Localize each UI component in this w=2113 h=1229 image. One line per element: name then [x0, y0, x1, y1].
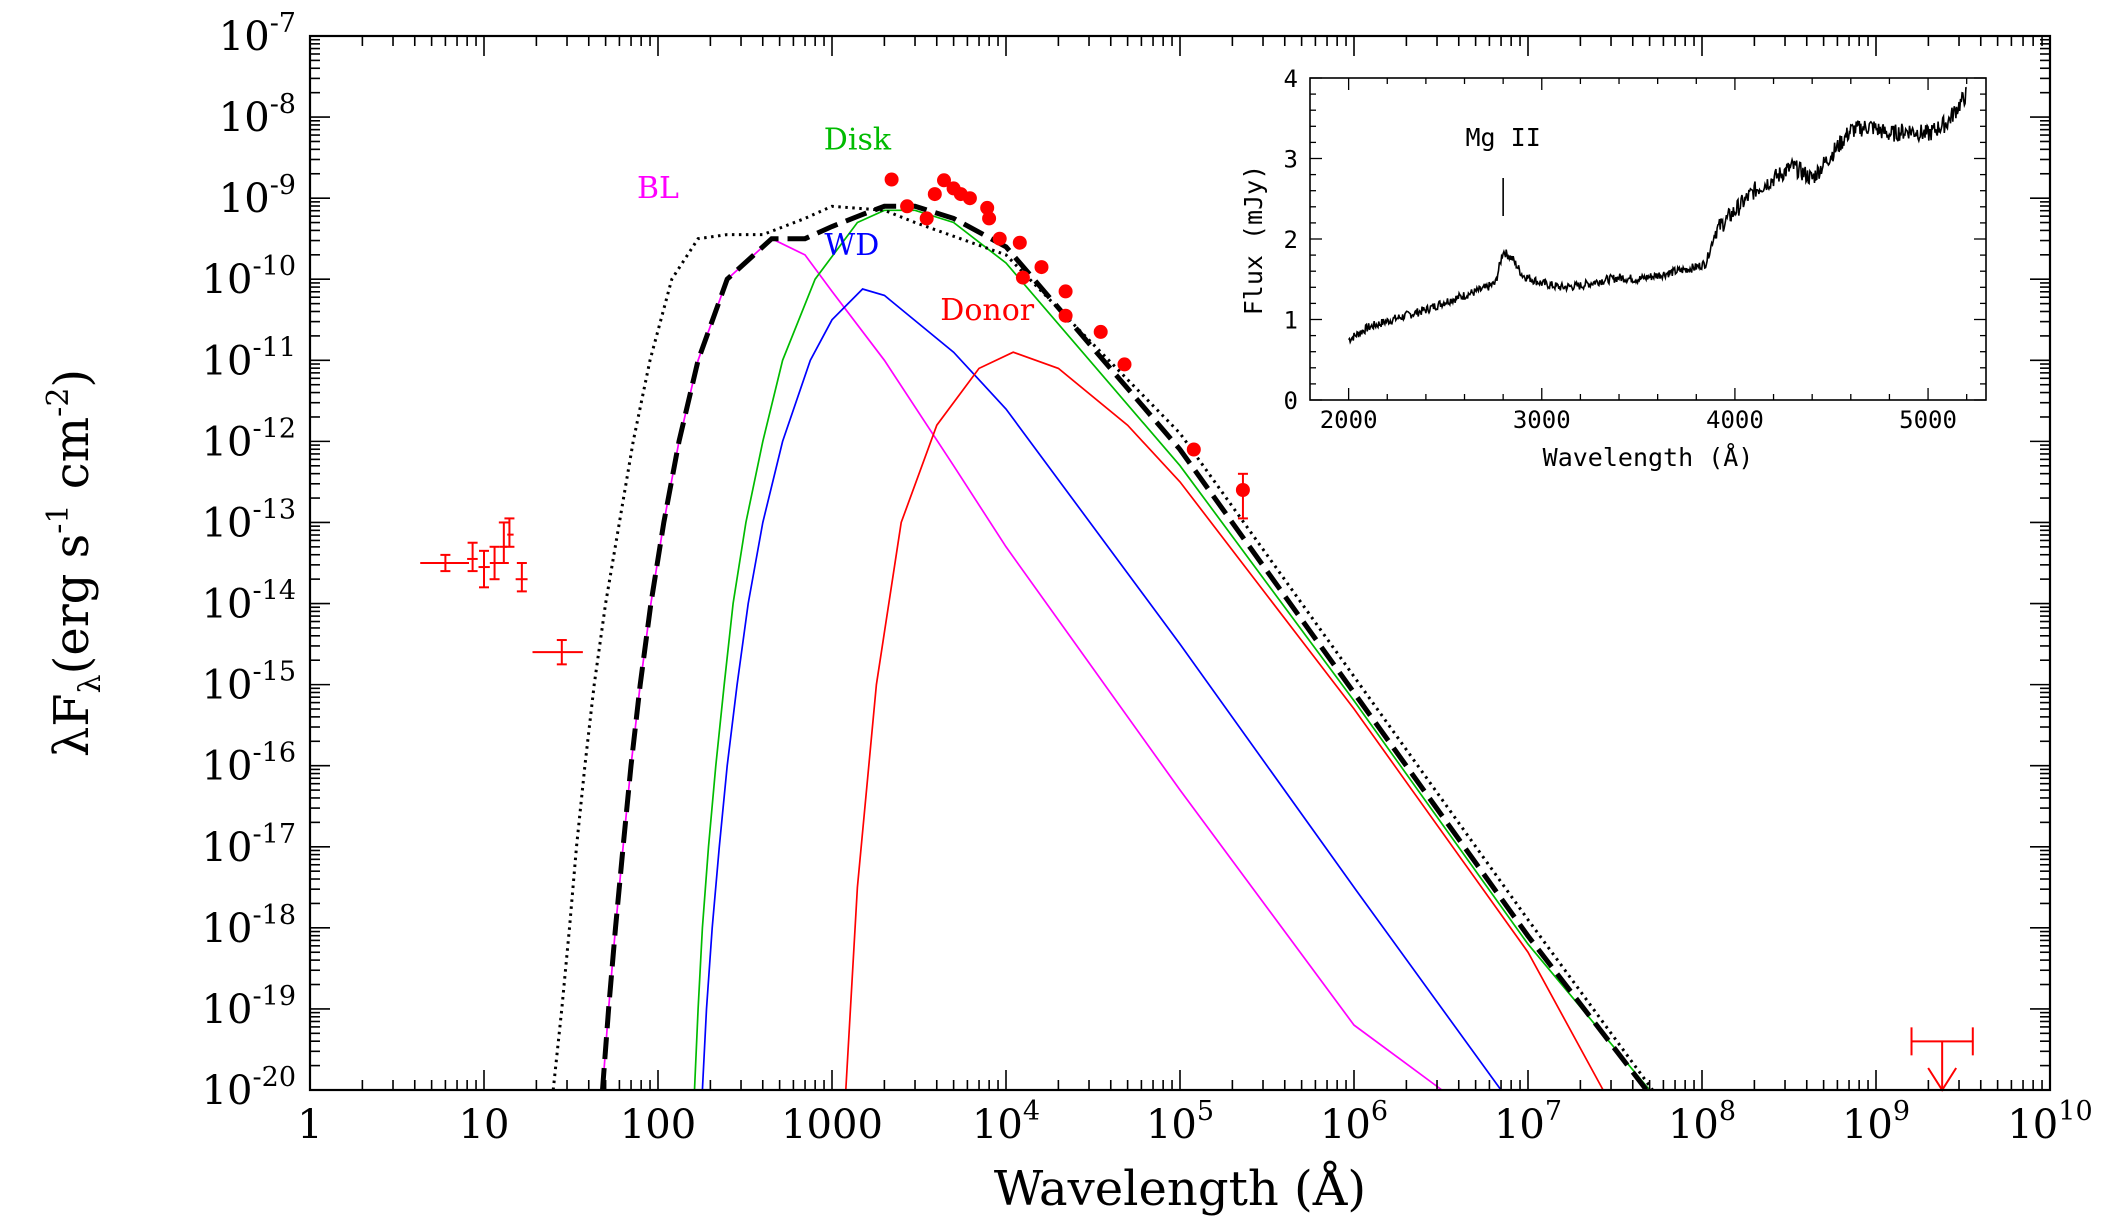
xray-error-bar	[515, 562, 528, 593]
optical-ir-point	[962, 191, 977, 206]
xray-error-bar	[467, 541, 478, 573]
optical-ir-point	[1186, 442, 1201, 457]
inset-x-tick-label: 4000	[1706, 406, 1764, 434]
optical-ir-point	[919, 211, 934, 226]
main-ylabel: λFλ(erg s-1 cm-2)	[41, 369, 108, 757]
y-tick-label: 10-16	[202, 738, 296, 790]
xray-error-bar	[1237, 472, 1248, 520]
inset-xlabel: Wavelength (Å)	[1543, 443, 1754, 472]
mg-ii-annotation: Mg II	[1466, 123, 1541, 152]
inset-y-tick-label: 3	[1284, 146, 1298, 174]
label-wd: WD	[824, 228, 879, 263]
y-tick-label: 10-19	[202, 981, 296, 1033]
series-wd-line	[701, 288, 1502, 1091]
optical-ir-point	[900, 199, 915, 214]
optical-ir-point	[927, 187, 942, 202]
x-tick-label: 106	[1320, 1096, 1388, 1148]
series-upper-line	[551, 204, 1654, 1091]
spectrum-line	[1347, 86, 1967, 345]
xray-error-bar	[498, 521, 509, 564]
optical-ir-point	[980, 200, 995, 215]
x-tick-label: 109	[1842, 1096, 1910, 1148]
y-tick-label: 10-13	[202, 494, 296, 546]
main-xlabel: Wavelength (Å)	[994, 1160, 1366, 1217]
optical-ir-point	[884, 172, 899, 187]
x-tick-label: 100	[620, 1102, 696, 1148]
inset-y-tick-label: 1	[1284, 307, 1298, 335]
optical-ir-point	[982, 211, 997, 226]
label-bl: BL	[637, 171, 679, 206]
y-tick-label: 10-10	[202, 251, 296, 303]
series-disk-line	[693, 209, 1651, 1091]
xray-error-bar	[489, 545, 500, 581]
y-tick-label: 10-9	[219, 170, 296, 222]
x-tick-label: 1010	[2007, 1096, 2092, 1148]
x-tick-label: 104	[972, 1096, 1040, 1148]
y-tick-label: 10-14	[202, 576, 296, 628]
optical-ir-point	[1058, 284, 1073, 299]
y-tick-label: 10-7	[219, 8, 296, 60]
label-disk: Disk	[824, 123, 892, 158]
inset-y-tick-label: 2	[1284, 226, 1298, 254]
label-donor: Donor	[940, 293, 1034, 328]
x-tick-label: 10	[459, 1102, 510, 1148]
optical-ir-point	[1012, 235, 1027, 250]
y-tick-label: 10-15	[202, 657, 296, 709]
x-tick-label: 1	[297, 1102, 322, 1148]
optical-ir-point	[937, 173, 951, 188]
inset-x-tick-label: 3000	[1513, 406, 1571, 434]
y-tick-label: 10-20	[202, 1062, 296, 1114]
x-tick-label: 105	[1146, 1096, 1214, 1148]
inset-ylabel: Flux (mJy)	[1239, 165, 1268, 316]
xray-error-bar	[532, 639, 583, 666]
optical-ir-point	[1015, 270, 1030, 285]
inset-series-group	[1347, 86, 1967, 345]
main-ticks-group: 1 10 100 1000 104 105 106 107 108 109 101010-710-8…	[202, 8, 2093, 1148]
inset-y-tick-label: 0	[1284, 387, 1298, 415]
optical-ir-point	[1034, 260, 1049, 275]
inset-ticks-group: 2000 3000 4000 5000 0 1 2 3 4	[1284, 65, 1986, 434]
main-labels-group: BL Disk WD Donor	[637, 123, 1035, 328]
inset-background	[1247, 68, 1987, 420]
y-tick-label: 10-17	[202, 819, 296, 871]
y-tick-label: 10-12	[202, 413, 296, 465]
optical-ir-point	[1117, 357, 1132, 372]
series-donor-line	[844, 351, 1604, 1091]
optical-ir-point	[1093, 324, 1108, 339]
main-points-group	[420, 172, 1974, 1092]
xray-error-bar	[420, 553, 470, 573]
inset-plot-frame	[1309, 77, 1987, 401]
optical-ir-point	[992, 231, 1007, 246]
optical-ir-point	[1058, 308, 1073, 323]
y-tick-label: 10-18	[202, 900, 296, 952]
y-tick-label: 10-8	[219, 89, 296, 141]
xray-error-bar	[478, 549, 490, 589]
inset-spectrum-plot: 2000 3000 4000 5000 0 1 2 3 4 Wavelength (Å) Flu…	[1239, 65, 1987, 472]
y-tick-label: 10-11	[202, 332, 296, 384]
inset-x-tick-label: 5000	[1899, 406, 1957, 434]
x-tick-label: 107	[1494, 1096, 1562, 1148]
x-tick-label: 108	[1668, 1096, 1736, 1148]
xray-error-bar	[504, 517, 515, 548]
main-plot-frame	[308, 34, 2052, 1092]
inset-x-tick-label: 2000	[1320, 406, 1378, 434]
x-tick-label: 1000	[781, 1102, 883, 1148]
inset-y-tick-label: 4	[1284, 65, 1298, 93]
